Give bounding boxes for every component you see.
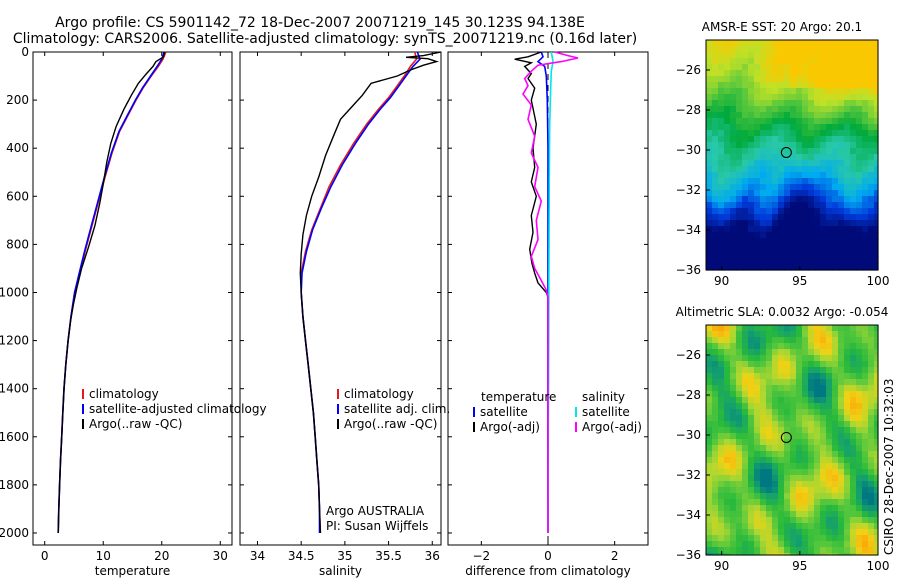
x-tick-label: 0 — [544, 549, 552, 563]
heatmap — [706, 325, 879, 556]
legend-label: temperature — [481, 390, 556, 404]
side-label: CSIRO 28-Dec-2007 10:32:03 — [882, 378, 896, 555]
x-tick-label: 34.5 — [288, 549, 315, 563]
x-tick-label: 2 — [611, 549, 619, 563]
y-tick-label: 200 — [6, 93, 29, 107]
y-tick-label: −32 — [676, 468, 701, 482]
series-line — [299, 51, 442, 534]
x-tick-label: 36 — [425, 549, 440, 563]
y-tick-label: 2000 — [0, 526, 29, 540]
heatmap — [706, 40, 879, 271]
legend-label: satellite-adjusted climatology — [89, 402, 267, 416]
y-tick-label: −30 — [676, 143, 701, 157]
legend-label: climatology — [344, 387, 414, 401]
sla-map: 90 95 100 −26 −28 −30 −32 −34 −36 Altimetric SLA:… — [676, 305, 890, 573]
legend-label: salinity — [582, 390, 625, 404]
legend-label: satellite — [582, 405, 630, 419]
x-tick-label: 100 — [867, 274, 890, 288]
map-title: Altimetric SLA: 0.0032 Argo: -0.054 — [676, 305, 889, 319]
y-tick-label: 800 — [6, 237, 29, 251]
y-tick-label: 1800 — [0, 478, 29, 492]
x-tick-label: 20 — [154, 549, 169, 563]
x-tick-label: 90 — [714, 274, 729, 288]
legend-label: Argo(..raw -QC) — [344, 417, 437, 431]
attribution-line: Argo AUSTRALIA — [326, 504, 425, 518]
series-line — [57, 51, 166, 534]
map-frame — [705, 39, 879, 271]
y-tick-label: 1600 — [0, 430, 29, 444]
legend-label: climatology — [89, 387, 159, 401]
map-title: AMSR-E SST: 20 Argo: 20.1 — [702, 20, 862, 34]
map-frame — [705, 324, 879, 556]
series-line — [522, 51, 579, 533]
series-line — [514, 51, 549, 533]
y-tick-label: −28 — [676, 388, 701, 402]
plot-frame — [239, 51, 442, 546]
sst-map: 90 95 100 −26 −28 −30 −32 −34 −36 AMSR-E SST: 20 … — [676, 20, 890, 288]
x-tick-label: 30 — [213, 549, 228, 563]
x-tick-label: 10 — [96, 549, 111, 563]
x-tick-label: 35 — [337, 549, 352, 563]
x-tick-label: 0 — [41, 549, 49, 563]
x-tick-label: −2 — [472, 549, 490, 563]
x-tick-label: 35.5 — [375, 549, 402, 563]
y-tick-label: −28 — [676, 103, 701, 117]
y-tick-label: −32 — [676, 183, 701, 197]
argo-location-marker — [780, 431, 792, 443]
x-axis-label: difference from climatology — [465, 564, 631, 578]
salinity-chart: 34 34.5 35 35.5 36 salinity climatologysatelli… — [239, 51, 450, 578]
y-tick-label: −26 — [676, 63, 701, 77]
y-tick-label: −30 — [676, 428, 701, 442]
y-tick-label: −36 — [676, 548, 701, 562]
legend-label: Argo(-adj) — [582, 420, 642, 434]
x-tick-label: 90 — [714, 559, 729, 573]
legend-label: satellite — [480, 405, 528, 419]
x-axis-label: temperature — [95, 564, 170, 578]
attribution-line: PI: Susan Wijffels — [326, 519, 428, 533]
x-tick-label: 95 — [792, 274, 807, 288]
legend-label: Argo(-adj) — [480, 420, 540, 434]
temperature-chart: 0 10 20 30 0 200 400 600 800 1000 1200 1400 1600 1800… — [0, 45, 267, 578]
y-tick-label: −34 — [676, 223, 701, 237]
series-line — [536, 51, 549, 533]
x-tick-label: 95 — [792, 559, 807, 573]
legend-label: Argo(..raw -QC) — [89, 417, 182, 431]
y-tick-label: −34 — [676, 508, 701, 522]
x-tick-label: 100 — [867, 559, 890, 573]
y-tick-label: 600 — [6, 189, 29, 203]
title-line-2: Climatology: CARS2006. Satellite-adjuste… — [13, 31, 637, 47]
legend-label: satellite adj. clim. — [344, 402, 450, 416]
y-tick-label: 0 — [21, 45, 29, 59]
y-tick-label: 1400 — [0, 382, 29, 396]
title-line-1: Argo profile: CS 5901142_72 18-Dec-2007 … — [55, 15, 585, 31]
series-line — [300, 51, 418, 534]
series-line — [300, 51, 421, 533]
y-tick-label: −26 — [676, 348, 701, 362]
y-tick-label: 1000 — [0, 285, 29, 299]
y-tick-label: 400 — [6, 141, 29, 155]
x-axis-label: salinity — [319, 564, 362, 578]
x-tick-label: 34 — [250, 549, 265, 563]
y-tick-label: −36 — [676, 263, 701, 277]
y-tick-label: 1200 — [0, 334, 29, 348]
plot-frame — [32, 51, 233, 546]
argo-location-marker — [780, 146, 792, 158]
series-line — [57, 51, 165, 534]
